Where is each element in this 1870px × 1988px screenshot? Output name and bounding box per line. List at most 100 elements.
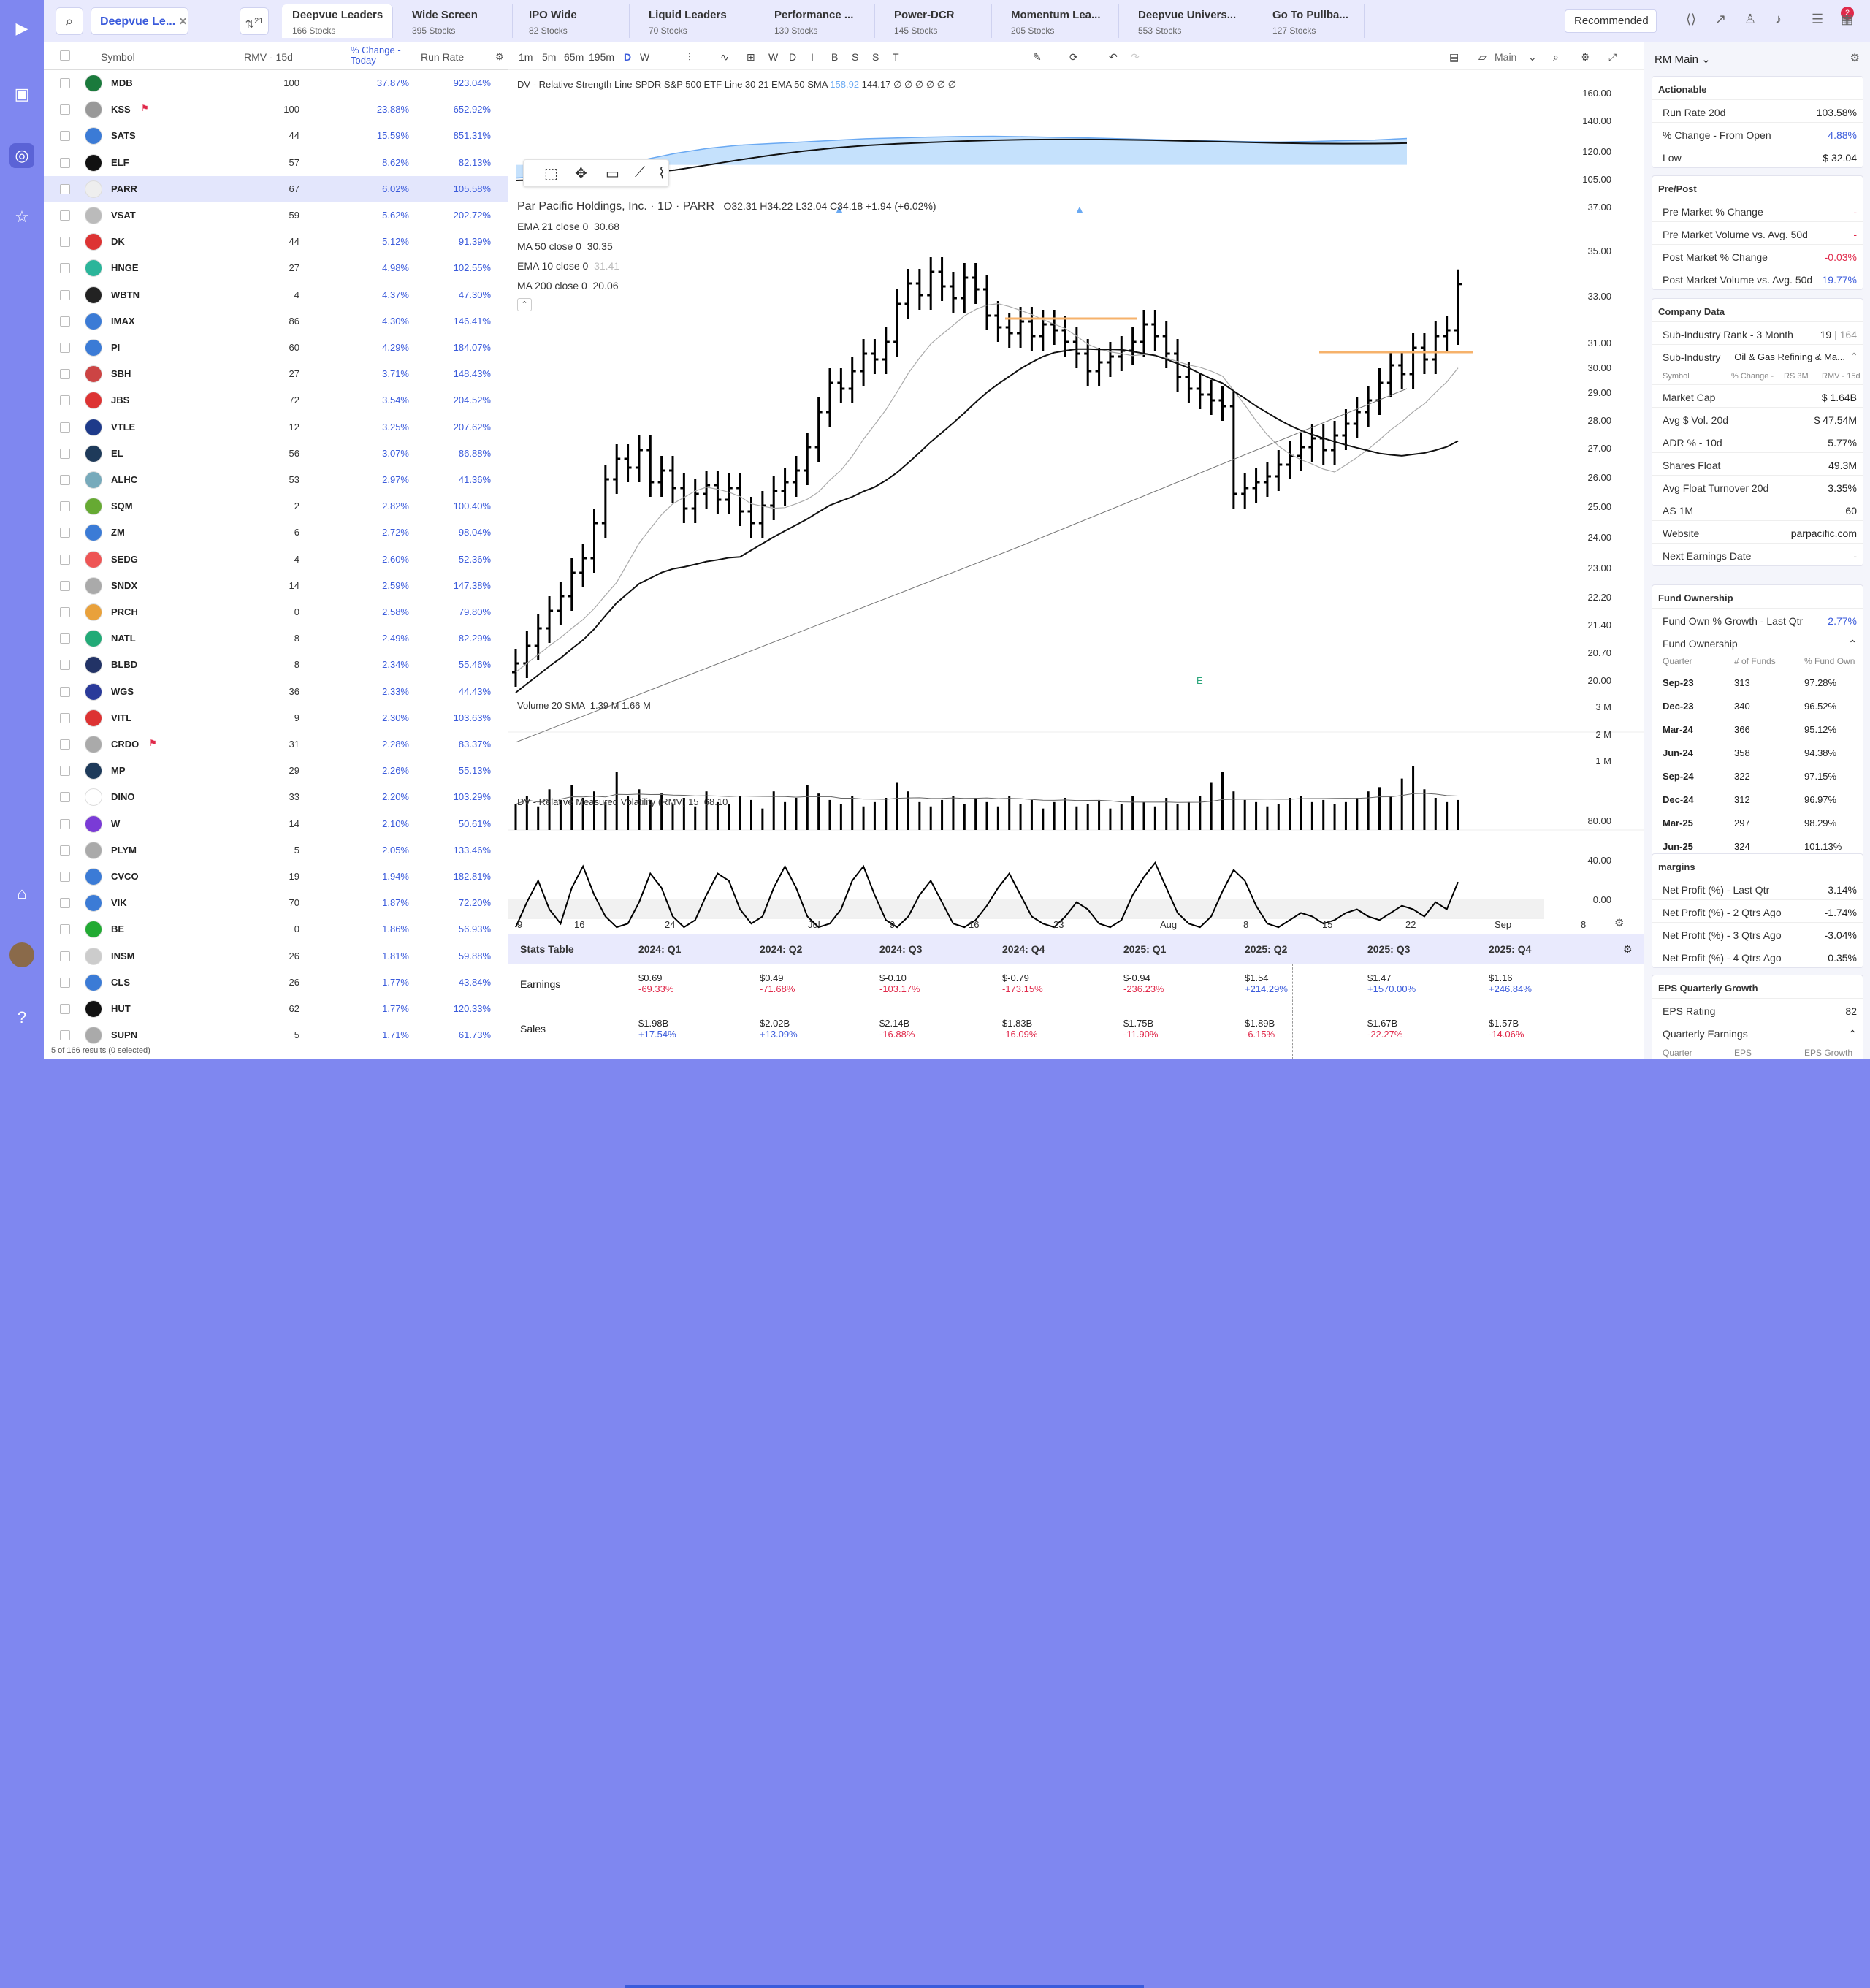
redo-icon[interactable]: ↷ bbox=[1131, 51, 1140, 63]
table-row[interactable]: INSM 26 1.81% 59.88% bbox=[44, 943, 508, 970]
table-row[interactable]: NATL 8 2.49% 82.29% bbox=[44, 625, 508, 652]
indicator-icon[interactable]: ⫶ bbox=[688, 51, 691, 63]
toolbar-w[interactable]: W bbox=[768, 51, 779, 63]
table-row[interactable]: VIK 70 1.87% 72.20% bbox=[44, 890, 508, 916]
table-row[interactable]: DK 44 5.12% 91.39% bbox=[44, 229, 508, 255]
row-checkbox[interactable] bbox=[60, 924, 70, 935]
row-checkbox[interactable] bbox=[60, 210, 70, 221]
table-row[interactable]: SBH 27 3.71% 148.43% bbox=[44, 361, 508, 387]
row-checkbox[interactable] bbox=[60, 475, 70, 485]
filter-button[interactable]: ⇅21 bbox=[240, 7, 269, 35]
row-symbol[interactable]: HUT bbox=[111, 1003, 131, 1014]
row-checkbox[interactable] bbox=[60, 872, 70, 882]
row-checkbox[interactable] bbox=[60, 818, 70, 829]
earnings-marker[interactable]: E bbox=[1197, 675, 1203, 686]
kv-row[interactable]: Fund Ownership ⌃ bbox=[1652, 631, 1863, 653]
toolbar-s1[interactable]: S bbox=[852, 51, 859, 63]
table-row[interactable]: ZM 6 2.72% 98.04% bbox=[44, 519, 508, 546]
toolbar-i[interactable]: I bbox=[811, 51, 814, 63]
kv-row[interactable]: Sub-Industry Oil & Gas Refining & Ma... ⌃ bbox=[1652, 344, 1863, 367]
table-row[interactable]: EL 56 3.07% 86.88% bbox=[44, 441, 508, 467]
chevron-up-icon[interactable]: ⌃ bbox=[1848, 1028, 1857, 1040]
table-row[interactable]: WBTN 4 4.37% 47.30% bbox=[44, 282, 508, 308]
refresh-icon[interactable]: ⟳ bbox=[1069, 51, 1078, 63]
table-row[interactable]: PARR 67 6.02% 105.58% bbox=[44, 175, 508, 202]
screen-select[interactable]: Deepvue Le... ✕ ⌄ bbox=[91, 7, 188, 54]
table-row[interactable]: HUT 62 1.77% 120.33% bbox=[44, 996, 508, 1022]
row-checkbox[interactable] bbox=[60, 607, 70, 617]
table-row[interactable]: SATS 44 15.59% 851.31% bbox=[44, 123, 508, 149]
row-checkbox[interactable] bbox=[60, 78, 70, 88]
row-symbol[interactable]: JBS bbox=[111, 395, 130, 406]
table-row[interactable]: VTLE 12 3.25% 207.62% bbox=[44, 414, 508, 441]
table-row[interactable]: PLYM 5 2.05% 133.46% bbox=[44, 837, 508, 864]
row-checkbox[interactable] bbox=[60, 712, 70, 723]
row-symbol[interactable]: DINO bbox=[111, 791, 135, 803]
watchlist-icon[interactable]: ▣ bbox=[14, 85, 30, 103]
row-checkbox[interactable] bbox=[60, 686, 70, 697]
grid-icon[interactable]: ▦ bbox=[1841, 12, 1854, 26]
row-symbol[interactable]: CVCO bbox=[111, 871, 139, 882]
rp-settings-icon[interactable]: ⚙ bbox=[1850, 52, 1860, 64]
collapse-legend-button[interactable]: ⌃ bbox=[517, 298, 532, 311]
row-symbol[interactable]: ALHC bbox=[111, 474, 138, 485]
crosshair-tool-icon[interactable]: ✥ bbox=[575, 166, 587, 182]
row-symbol[interactable]: ZM bbox=[111, 527, 125, 538]
row-checkbox[interactable] bbox=[60, 660, 70, 671]
row-checkbox[interactable] bbox=[60, 528, 70, 538]
row-symbol[interactable]: SATS bbox=[111, 130, 136, 142]
column-settings-icon[interactable]: ⚙ bbox=[495, 51, 504, 62]
tab-7[interactable]: Deepvue Univers... 553 Stocks bbox=[1128, 4, 1253, 38]
table-row[interactable]: CLS 26 1.77% 43.84% bbox=[44, 970, 508, 996]
play-logo-icon[interactable]: ▶ bbox=[15, 19, 28, 37]
row-symbol[interactable]: MDB bbox=[111, 77, 133, 88]
layout-select[interactable]: Main bbox=[1495, 51, 1517, 63]
table-row[interactable]: W 14 2.10% 50.61% bbox=[44, 811, 508, 837]
interval-1m[interactable]: 1m bbox=[519, 51, 533, 63]
row-symbol[interactable]: SNDX bbox=[111, 579, 138, 591]
row-symbol[interactable]: PRCH bbox=[111, 606, 138, 617]
table-row[interactable]: CVCO 19 1.94% 182.81% bbox=[44, 864, 508, 890]
table-row[interactable]: IMAX 86 4.30% 146.41% bbox=[44, 308, 508, 335]
row-checkbox[interactable] bbox=[60, 157, 70, 168]
line-chart-icon[interactable]: ∿ bbox=[720, 51, 729, 63]
flag-icon[interactable]: ⚑ bbox=[141, 103, 149, 114]
col-rmv[interactable]: RMV - 15d bbox=[244, 51, 293, 63]
row-checkbox[interactable] bbox=[60, 422, 70, 433]
row-symbol[interactable]: NATL bbox=[111, 633, 136, 644]
scan-icon[interactable]: ◎ bbox=[9, 143, 34, 168]
table-row[interactable]: MDB 100 37.87% 923.04% bbox=[44, 70, 508, 96]
row-symbol[interactable]: SUPN bbox=[111, 1029, 138, 1041]
row-checkbox[interactable] bbox=[60, 316, 70, 327]
row-checkbox[interactable] bbox=[60, 951, 70, 961]
row-symbol[interactable]: DK bbox=[111, 236, 125, 248]
help-icon[interactable]: ? bbox=[17, 1008, 27, 1027]
row-checkbox[interactable] bbox=[60, 369, 70, 380]
avatar[interactable] bbox=[9, 942, 34, 967]
row-symbol[interactable]: HNGE bbox=[111, 262, 139, 274]
row-checkbox[interactable] bbox=[60, 898, 70, 909]
row-checkbox[interactable] bbox=[60, 131, 70, 142]
row-symbol[interactable]: CRDO bbox=[111, 739, 140, 750]
table-row[interactable]: MP 29 2.26% 55.13% bbox=[44, 758, 508, 784]
row-symbol[interactable]: PARR bbox=[111, 183, 137, 194]
col-runrate[interactable]: Run Rate bbox=[421, 51, 465, 63]
fullscreen-icon[interactable]: ⤢ bbox=[1608, 51, 1617, 63]
row-symbol[interactable]: WGS bbox=[111, 685, 134, 697]
row-symbol[interactable]: SBH bbox=[111, 368, 131, 380]
row-symbol[interactable]: PLYM bbox=[111, 844, 137, 856]
table-row[interactable]: JBS 72 3.54% 204.52% bbox=[44, 387, 508, 414]
bell-icon[interactable]: ♪ bbox=[1775, 12, 1782, 26]
tab-0[interactable]: Deepvue Leaders 166 Stocks bbox=[282, 4, 393, 38]
flag-icon[interactable]: ⚑ bbox=[149, 738, 157, 748]
row-symbol[interactable]: VIK bbox=[111, 897, 127, 909]
chart-icon[interactable]: ↗ bbox=[1715, 12, 1727, 26]
row-symbol[interactable]: BE bbox=[111, 923, 125, 935]
row-checkbox[interactable] bbox=[60, 739, 70, 750]
person-icon[interactable]: ♙ bbox=[1744, 12, 1757, 26]
table-row[interactable]: ALHC 53 2.97% 41.36% bbox=[44, 467, 508, 493]
tab-2[interactable]: IPO Wide 82 Stocks bbox=[519, 4, 630, 38]
tab-8[interactable]: Go To Pullba... 127 Stocks bbox=[1262, 4, 1365, 38]
row-checkbox[interactable] bbox=[60, 263, 70, 274]
table-row[interactable]: SEDG 4 2.60% 52.36% bbox=[44, 546, 508, 573]
